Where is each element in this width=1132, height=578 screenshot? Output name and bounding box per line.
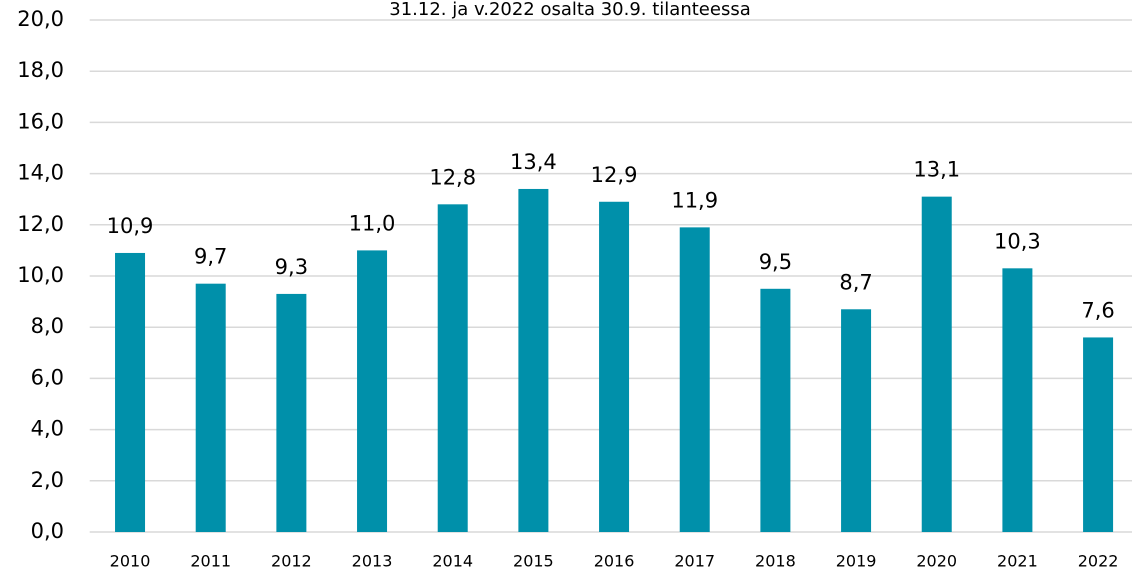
y-tick-label: 2,0 <box>31 468 64 492</box>
value-label: 13,1 <box>913 158 960 182</box>
y-tick-label: 12,0 <box>17 212 64 236</box>
value-label: 10,3 <box>994 229 1041 253</box>
x-tick-label: 2014 <box>432 552 473 571</box>
y-tick-label: 8,0 <box>31 314 64 338</box>
x-tick-label: 2013 <box>352 552 393 571</box>
x-tick-label: 2011 <box>190 552 231 571</box>
value-label: 13,4 <box>510 150 557 174</box>
y-tick-label: 16,0 <box>17 109 64 133</box>
y-tick-label: 4,0 <box>31 417 64 441</box>
bar <box>1002 268 1033 532</box>
bar <box>599 201 630 532</box>
value-label: 10,9 <box>107 214 154 238</box>
x-tick-label: 2017 <box>674 552 715 571</box>
y-tick-label: 20,0 <box>17 7 64 31</box>
value-label: 9,3 <box>275 255 308 279</box>
value-label: 12,9 <box>591 163 638 187</box>
bar <box>276 293 307 532</box>
value-label: 9,7 <box>194 245 227 269</box>
y-tick-label: 18,0 <box>17 58 64 82</box>
bar <box>195 283 226 532</box>
bar <box>115 252 146 532</box>
x-tick-label: 2018 <box>755 552 796 571</box>
x-tick-label: 2016 <box>594 552 635 571</box>
y-tick-label: 10,0 <box>17 263 64 287</box>
bar <box>679 227 710 533</box>
bar <box>518 188 549 532</box>
value-label: 7,6 <box>1081 298 1114 322</box>
x-tick-label: 2021 <box>997 552 1038 571</box>
bar <box>921 196 952 532</box>
x-tick-label: 2019 <box>836 552 877 571</box>
bar <box>760 288 791 532</box>
x-tick-label: 2020 <box>916 552 957 571</box>
bar <box>357 250 388 532</box>
value-label: 11,9 <box>671 188 718 212</box>
x-tick-label: 2010 <box>110 552 151 571</box>
y-tick-label: 0,0 <box>31 519 64 543</box>
y-tick-label: 14,0 <box>17 161 64 185</box>
x-tick-label: 2022 <box>1078 552 1119 571</box>
value-label: 9,5 <box>759 250 792 274</box>
value-label: 8,7 <box>839 270 872 294</box>
value-label: 12,8 <box>429 165 476 189</box>
y-tick-label: 6,0 <box>31 365 64 389</box>
bar <box>437 204 468 532</box>
bar <box>841 309 872 532</box>
value-label: 11,0 <box>349 211 396 235</box>
x-tick-label: 2012 <box>271 552 312 571</box>
x-tick-label: 2015 <box>513 552 554 571</box>
chart-subtitle: 31.12. ja v.2022 osalta 30.9. tilanteess… <box>389 0 750 20</box>
bar <box>1083 337 1114 532</box>
